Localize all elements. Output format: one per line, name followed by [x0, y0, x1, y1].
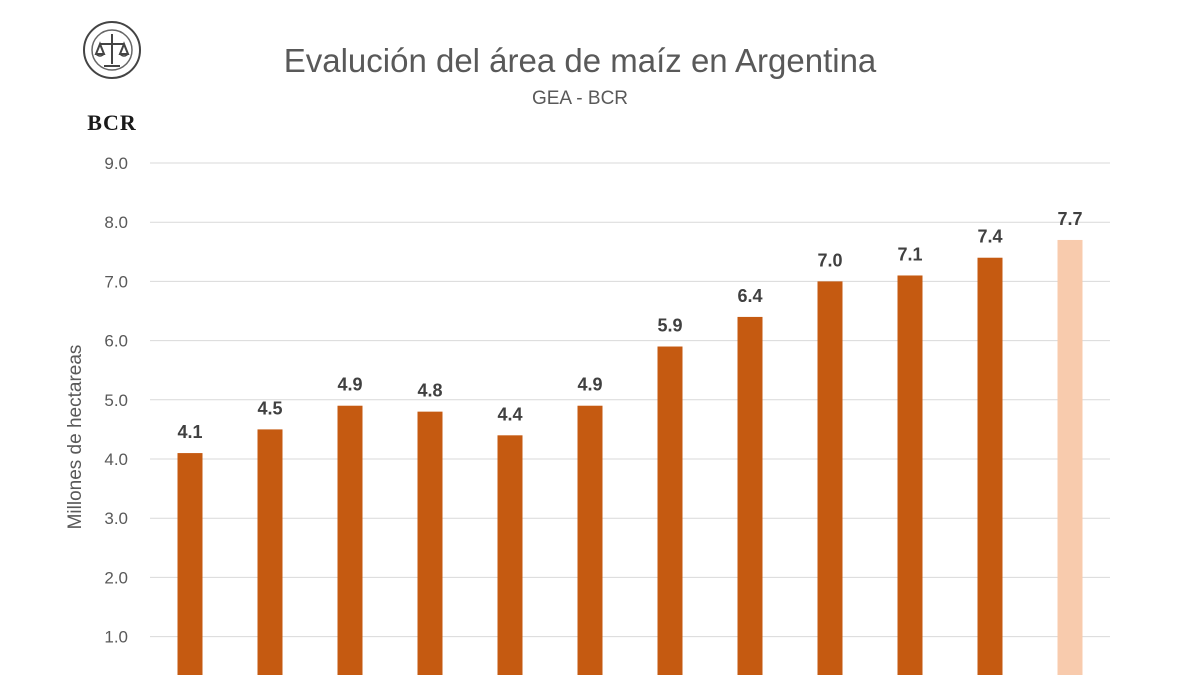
data-label: 4.8	[417, 381, 442, 401]
chart-title: Evalución del área de maíz en Argentina	[283, 42, 877, 79]
y-tick-label: 1.0	[104, 628, 128, 647]
data-label: 4.5	[257, 398, 282, 418]
bar	[897, 275, 923, 675]
bar	[577, 405, 603, 675]
bar	[417, 411, 443, 675]
bcr-seal-icon	[83, 21, 141, 79]
bar	[177, 453, 203, 675]
data-label: 4.1	[177, 422, 202, 442]
y-tick-label: 9.0	[104, 154, 128, 173]
y-tick-label: 4.0	[104, 450, 128, 469]
chart-subtitle: GEA - BCR	[531, 88, 629, 109]
y-tick-label: 2.0	[104, 568, 128, 587]
data-label: 4.4	[497, 404, 522, 424]
bar	[1057, 239, 1083, 675]
y-tick-label: 7.0	[104, 272, 128, 291]
data-label: 7.4	[977, 227, 1002, 247]
data-label: 5.9	[657, 316, 682, 336]
bcr-logo: BCR	[74, 18, 150, 135]
data-label: 7.1	[897, 244, 922, 264]
data-label: 6.4	[737, 286, 762, 306]
bar	[497, 435, 523, 675]
y-tick-label: 6.0	[104, 332, 128, 351]
bar	[257, 429, 283, 675]
bar	[817, 281, 843, 675]
y-tick-label: 8.0	[104, 213, 128, 232]
bar	[977, 257, 1003, 675]
data-label: 7.0	[817, 250, 842, 270]
logo-text: BCR	[87, 110, 137, 135]
y-tick-label: 5.0	[104, 391, 128, 410]
data-label: 4.9	[577, 375, 602, 395]
bar	[737, 316, 763, 675]
data-label: 7.7	[1057, 209, 1082, 229]
bar	[657, 346, 683, 675]
data-label: 4.9	[337, 375, 362, 395]
bar	[337, 405, 363, 675]
y-tick-label: 3.0	[104, 509, 128, 528]
